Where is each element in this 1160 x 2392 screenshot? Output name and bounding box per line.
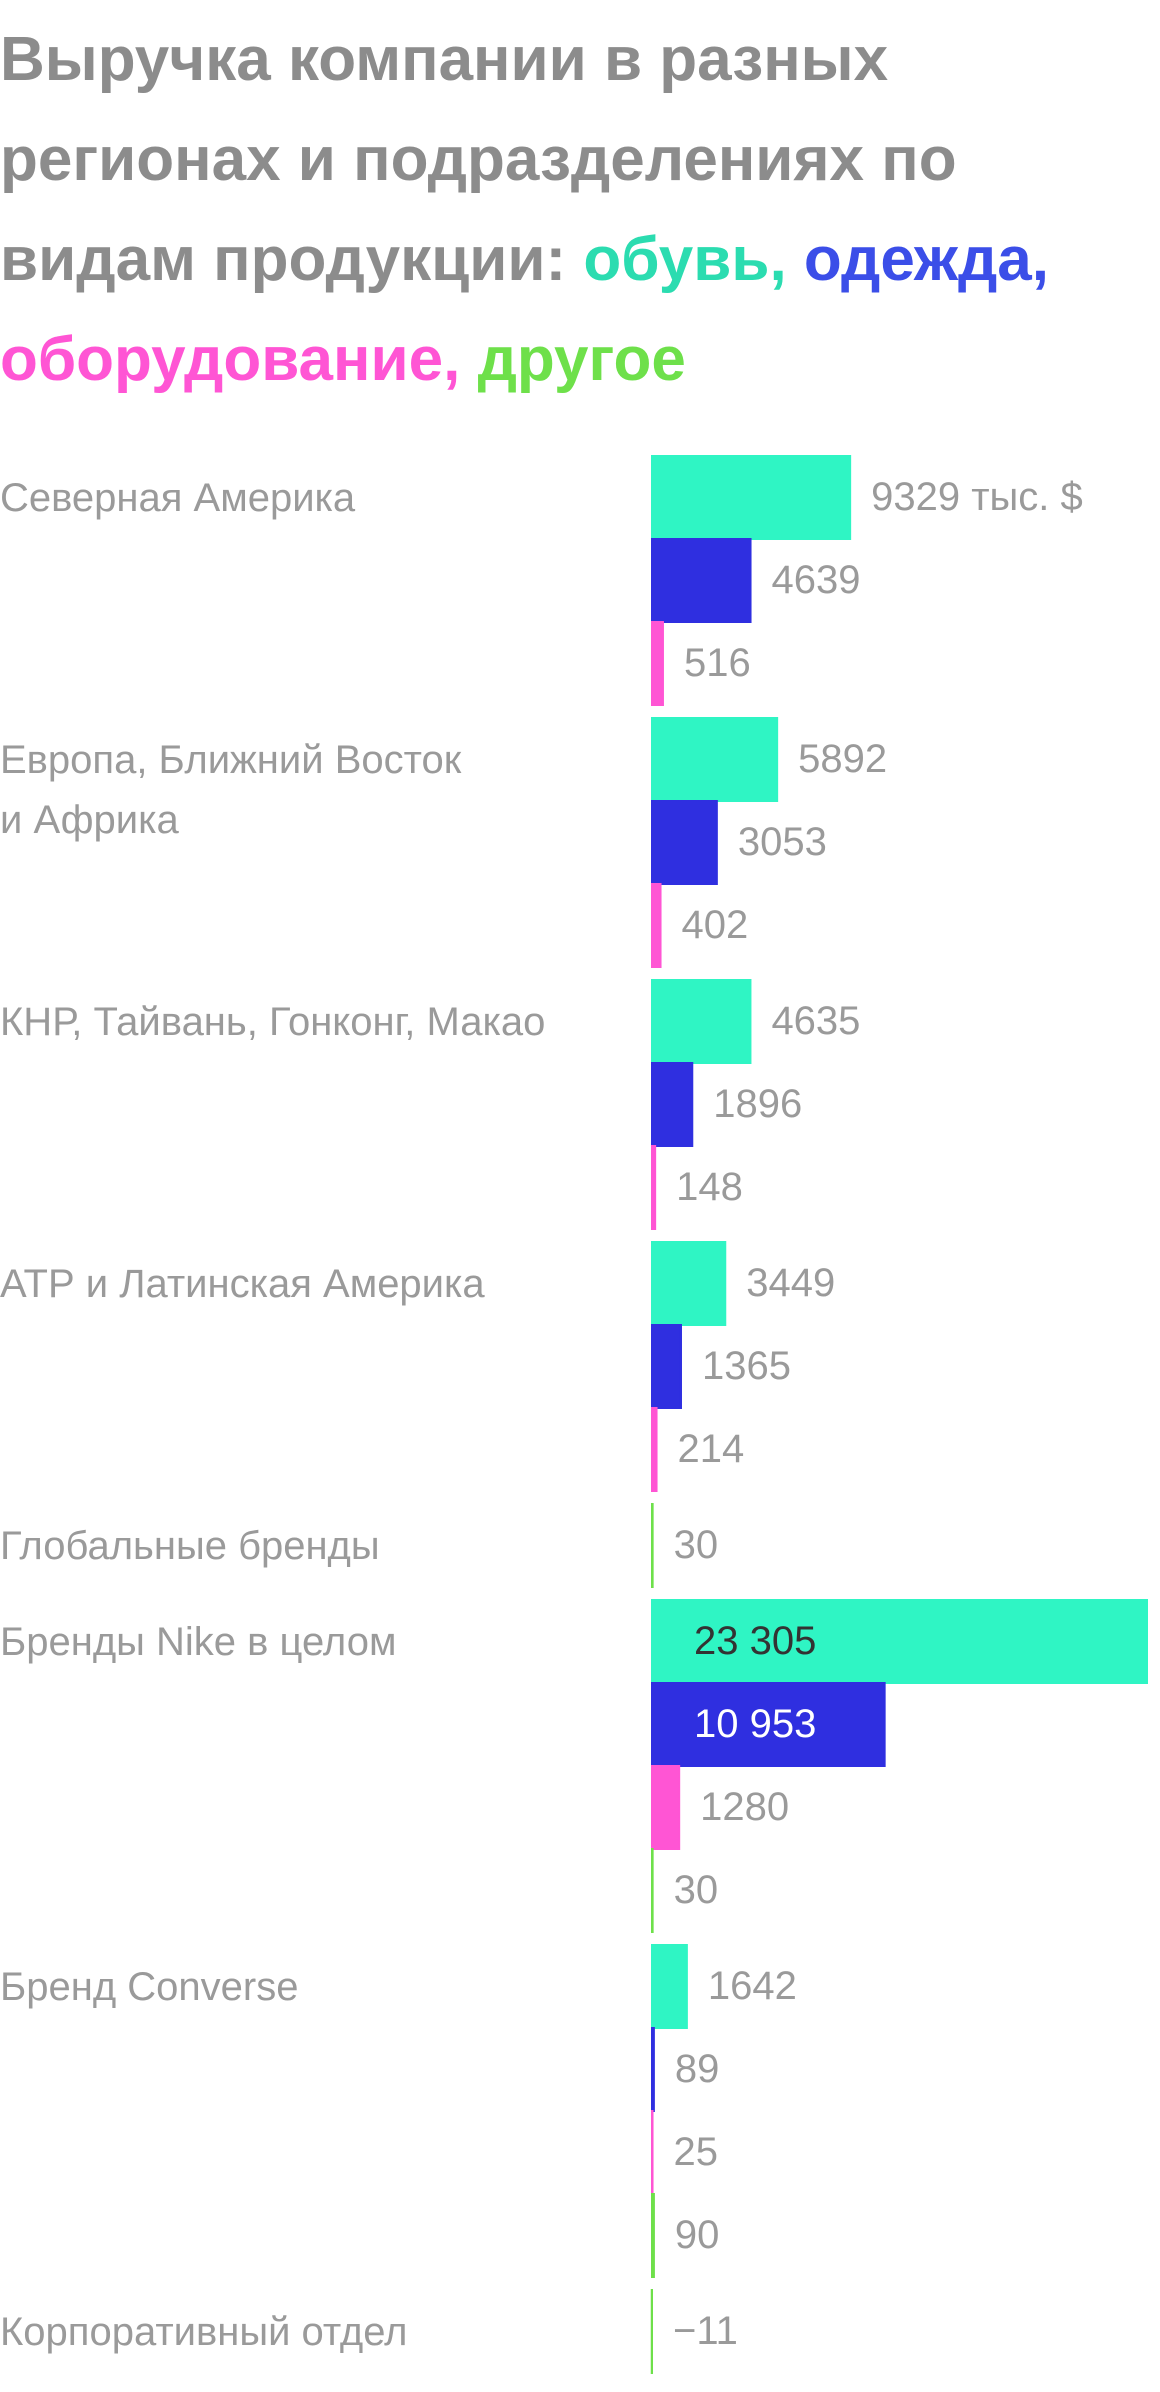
value-label: 1365	[702, 1344, 791, 1388]
bar	[651, 1944, 688, 2029]
legend-entry: оборудование	[0, 325, 444, 394]
legend-separator: ,	[769, 225, 787, 294]
value-label: 3449	[746, 1261, 835, 1305]
value-label: 30	[674, 1868, 719, 1912]
category-label: Глобальные бренды	[0, 1523, 380, 1568]
bar	[651, 1241, 727, 1326]
legend-entry: одежда	[803, 225, 1032, 294]
legend-separator: ,	[443, 325, 461, 394]
value-label: 9329 тыс. $	[871, 475, 1083, 519]
chart-title: Выручка компании в разных регионах и под…	[0, 10, 1060, 410]
value-label: 214	[678, 1427, 745, 1471]
bar	[651, 1765, 681, 1850]
value-label: 5892	[798, 737, 887, 781]
category-label: АТР и Латинская Америка	[0, 1261, 485, 1306]
bar	[651, 2110, 654, 2195]
category-label: Корпоративный отдел	[0, 2309, 408, 2354]
value-label: 1896	[713, 1082, 802, 1126]
value-label: 1642	[708, 1964, 797, 2008]
bar	[651, 1145, 657, 1230]
bar	[651, 1407, 658, 1492]
bar	[651, 455, 852, 540]
bar	[651, 1062, 694, 1147]
value-label: 90	[675, 2213, 720, 2257]
bar	[651, 1324, 682, 1409]
bar	[651, 1682, 886, 1767]
bar	[651, 800, 718, 885]
category-label: Европа, Ближний Восток и Африка	[0, 737, 462, 842]
value-label: 89	[675, 2047, 720, 2091]
category-label: КНР, Тайвань, Гонконг, Макао	[0, 999, 546, 1044]
category-label: Северная Америка	[0, 475, 356, 520]
value-label: 3053	[738, 820, 827, 864]
value-label: −11	[673, 2309, 738, 2353]
category-label: Бренд Converse	[0, 1964, 299, 2009]
value-label: 30	[674, 1523, 719, 1567]
bar	[651, 1848, 654, 1933]
bar	[651, 1503, 654, 1588]
value-label: 402	[682, 903, 749, 947]
bar	[651, 2193, 655, 2278]
legend-separator: ,	[1031, 225, 1050, 294]
bar	[651, 979, 752, 1064]
value-label: 4635	[771, 999, 860, 1043]
bar	[651, 538, 752, 623]
legend-entry: обувь	[583, 225, 770, 294]
value-label: 516	[684, 641, 751, 685]
bar	[651, 717, 779, 802]
bar	[651, 1599, 1148, 1684]
value-label: 148	[676, 1165, 743, 1209]
value-label: 25	[674, 2130, 719, 2174]
value-label: 1280	[700, 1785, 789, 1829]
value-label: 10 953	[694, 1702, 816, 1746]
category-label: Бренды Nike в целом	[0, 1619, 397, 1664]
bar	[651, 2027, 655, 2112]
title-text: Выручка компании в разных регионах и под…	[0, 25, 957, 294]
bar	[651, 883, 662, 968]
legend-entry: другое	[477, 325, 686, 394]
bar	[651, 621, 664, 706]
value-label: 23 305	[694, 1619, 816, 1663]
value-label: 4639	[772, 558, 861, 602]
